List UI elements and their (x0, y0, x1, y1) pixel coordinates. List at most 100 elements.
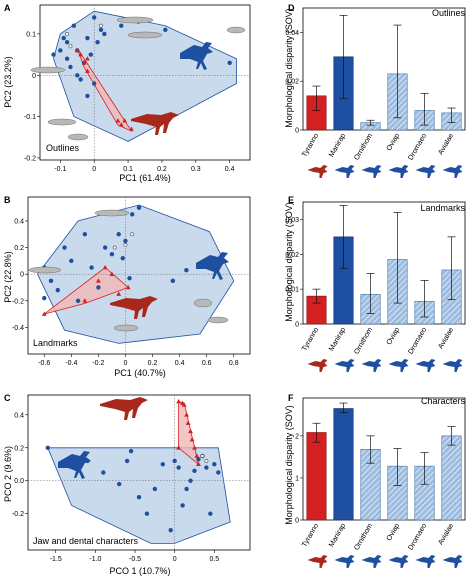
tyrannosaur-silhouette-icon (110, 296, 158, 319)
panel-a-tyrannosauroid-point (85, 68, 90, 73)
panel-b-maniraptoran-point (69, 258, 74, 264)
panel-c-frame (27, 394, 251, 551)
panel-a-inset-label: Outlines (46, 143, 80, 153)
skull-outline-icon (113, 324, 139, 332)
panel-c-tyrannosauroid-point (189, 436, 195, 442)
panel-b-x-tick-label: 0 (124, 360, 128, 367)
panel-a-maniraptoran-point (51, 52, 56, 57)
panel-a-y-tick-label: -0.1 (24, 114, 36, 121)
panel-b-unassigned-point (123, 242, 128, 247)
panel-e-frame (302, 201, 466, 325)
panel-a-x-tick-label: -0.1 (54, 166, 66, 173)
panel-b-xlabel: PC1 (40.7%) (114, 368, 166, 378)
panel-a-maniraptoran-point (102, 31, 107, 37)
panel-a-x-tick-label: 0.2 (157, 166, 167, 173)
panel-d-taxon-silhouette-icon (415, 165, 436, 178)
panel-c-maniraptoran-point (144, 511, 150, 516)
panel-b-y-tick-label: 0.2 (14, 245, 24, 252)
panel-d-y-tick-label: 0 (295, 128, 299, 135)
maniraptoran-silhouette-icon (180, 42, 213, 70)
panel-f-category-label: Avialae (436, 522, 456, 547)
panel-b-maniraptoran-point (136, 205, 142, 210)
panel-c-x-tick-label: -0.5 (129, 556, 141, 563)
panel-c-x-tick-label: 0 (173, 556, 177, 563)
panel-b-tyrannosauroid-point (82, 298, 88, 303)
panel-c-letter: C (4, 393, 11, 403)
panel-a-tyrannosauroid-point (115, 118, 121, 123)
panel-a-tyrannosauroid-point (129, 126, 134, 131)
panel-c-maniraptoran-point (188, 478, 193, 483)
panel-d-y-tick-label: 0.02 (285, 79, 299, 86)
panel-c-x-tick-label: -1.0 (89, 556, 101, 563)
panel-f: F Characters Morphological disparity (SO… (284, 393, 466, 568)
panel-e-category-label: Dromaeo (406, 325, 429, 355)
panel-c-tyrannosauroid-point (188, 428, 193, 434)
panel-d-category-label: Avialae (436, 132, 456, 157)
panel-d-taxon-silhouette-icon (442, 165, 463, 178)
panel-e-taxon-silhouette-icon (307, 359, 328, 372)
panel-a-maniraptoran-point (61, 35, 66, 41)
skull-outline-icon (193, 298, 213, 308)
panel-e-letter: E (288, 195, 294, 205)
panel-b-x-tick-label: 0.6 (202, 360, 212, 367)
panel-d-category-label: Ornithom (352, 131, 375, 161)
panel-c-inset-label: Jaw and dental characters (33, 536, 139, 546)
panel-c-y-tick-label: 0.2 (14, 445, 24, 452)
panel-f-category-label: Dromaeo (406, 521, 429, 551)
panel-a-maniraptoran-point (64, 40, 70, 45)
panel-a-maniraptoran-point (68, 64, 73, 70)
panel-f-bar-tyranno (306, 432, 327, 521)
skull-outline-icon (94, 209, 130, 217)
panel-b-x-tick-label: 0.2 (148, 360, 158, 367)
panel-f-inset-label: Characters (421, 396, 466, 406)
panel-f-taxon-silhouette-icon (334, 555, 355, 568)
panel-b-letter: B (4, 195, 11, 205)
panel-f-category-label: Oviap (384, 522, 401, 543)
panel-b-maniraptoran-point (120, 256, 125, 261)
skull-outline-icon (127, 31, 163, 39)
panel-a-y-tick-label: 0 (32, 73, 36, 80)
panel-c-ylabel: PCO 2 (9.6%) (3, 446, 13, 502)
panel-a-maniraptoran-point (98, 27, 104, 32)
panel-c-maniraptoran-point (160, 462, 165, 467)
panel-b-maniraptoran-point (96, 285, 101, 290)
panel-c-tyrannosauroid-point (194, 453, 200, 458)
panel-e-y-tick-label: 0.02 (285, 252, 299, 259)
panel-c-maniraptoran-point (216, 470, 221, 475)
panel-c-maniraptoran-point (204, 465, 209, 470)
panel-c-maniraptoran-point (208, 511, 213, 516)
panel-b-tyrannosauroid-point (116, 291, 122, 296)
panel-c-x-tick-label: 0.5 (209, 556, 219, 563)
panel-b-y-tick-label: -0.4 (12, 325, 24, 332)
panel-c: C -1.5 -1.0 -0.5 0 0.5 -0.2 0.0 0.2 0.4 Jaw and … (3, 393, 251, 576)
panel-d-letter: D (288, 3, 295, 13)
panel-f-category-label: Manirap (326, 521, 347, 548)
panel-e-taxon-silhouette-icon (361, 359, 382, 372)
panel-e-taxon-silhouette-icon (442, 359, 463, 372)
panel-a-maniraptoran-point (75, 73, 80, 78)
panel-a-tyrannosauroid-point (85, 56, 90, 61)
panel-f-category-label: Ornithom (352, 521, 375, 551)
panel-d-category-label: Oviap (384, 132, 401, 153)
panel-c-plot: -1.5 -1.0 -0.5 0 0.5 -0.2 0.0 0.2 0.4 (12, 395, 250, 563)
panel-d-taxon-silhouette-icon (334, 165, 355, 178)
panel-b-maniraptoran-point (62, 245, 67, 250)
panel-c-maniraptoran-point (116, 481, 122, 487)
panel-d: D Outlines Morphological disparity (SOV)… (284, 3, 465, 178)
panel-e-inset-label: Landmarks (420, 203, 465, 213)
panel-a-tyrannosauroid-point (118, 122, 124, 127)
panel-a-unassigned-point (68, 44, 73, 49)
panel-e-taxon-silhouette-icon (388, 359, 409, 372)
panel-f-ylabel: Morphological disparity (SOV) (284, 405, 294, 525)
panel-b-y-tick-label: -0.2 (12, 298, 24, 305)
panel-f-taxon-silhouette-icon (442, 555, 463, 568)
maniraptoran-silhouette-icon (58, 451, 91, 479)
panel-a-x-tick-label: 0.4 (225, 166, 235, 173)
panel-b-maniraptoran-point (116, 232, 121, 237)
panel-b-tyrannosauroid-point (41, 311, 47, 316)
panel-b-maniraptoran-point (82, 232, 88, 237)
panel-d-category-label: Manirap (326, 131, 347, 158)
panel-c-tyrannosauroid-point (176, 398, 182, 404)
panel-c-tyrannosauroid-point (176, 445, 182, 450)
